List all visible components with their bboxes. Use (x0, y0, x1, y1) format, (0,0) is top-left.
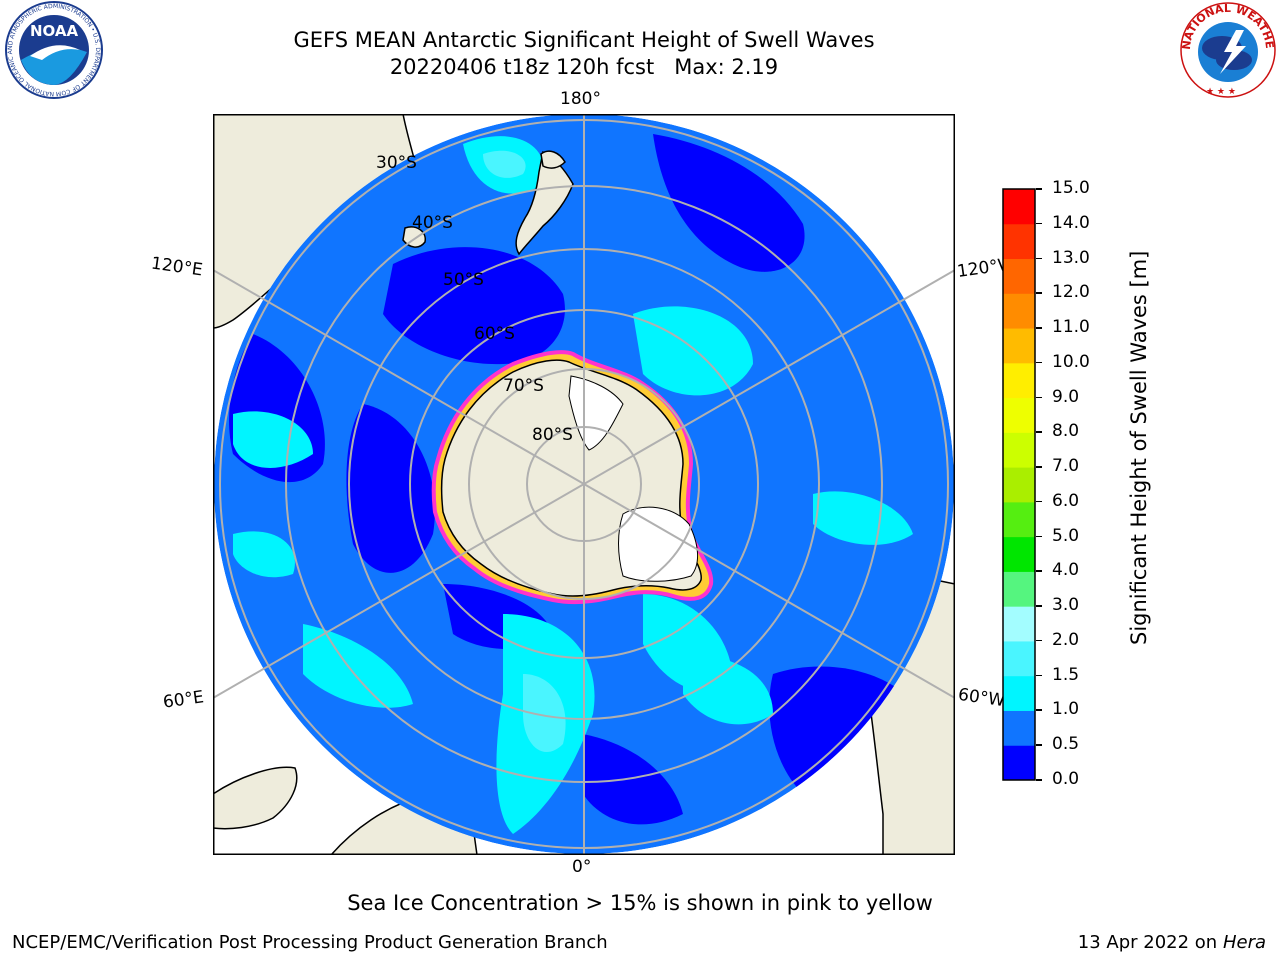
colorbar-tick-mark (1036, 396, 1042, 399)
ice-shelf-ross (568, 375, 624, 451)
colorbar-label: Significant Height of Swell Waves [m] (1127, 250, 1151, 645)
colorbar-tick-label: 5.0 (1052, 525, 1080, 546)
colorbar-tick-mark (1036, 709, 1042, 711)
ice-shelf-weddell (618, 506, 698, 582)
colorbar-tick-mark (1036, 188, 1042, 190)
colorbar-band (1003, 223, 1035, 260)
colorbar-band (1003, 606, 1035, 642)
map-title: GEFS MEAN Antarctic Significant Height o… (293, 28, 875, 52)
polar-map (213, 114, 955, 855)
colorbar-tick-label: 1.5 (1052, 664, 1080, 685)
land-madagascar (213, 766, 298, 830)
colorbar-band (1003, 397, 1035, 433)
colorbar-tick-label: 14.0 (1052, 212, 1090, 233)
colorbar-tick-mark (1036, 779, 1042, 781)
footer-date: 13 Apr 2022 on Hera (1078, 932, 1266, 953)
swell-high-areas (483, 150, 566, 753)
colorbar-tick-label: 6.0 (1052, 490, 1080, 511)
colorbar-tick-label: 13.0 (1052, 247, 1090, 268)
colorbar-tick-label: 4.0 (1052, 560, 1080, 581)
colorbar-band (1003, 536, 1035, 572)
colorbar-tick-label: 12.0 (1052, 282, 1090, 303)
colorbar-tick-label: 0.0 (1052, 769, 1080, 789)
lat-label-80s: 80°S (532, 425, 573, 445)
colorbar-tick-mark (1036, 222, 1042, 225)
map-subtitle: 20220406 t18z 120h fcst Max: 2.19 (389, 55, 779, 79)
land-new-zealand (515, 150, 574, 256)
lat-label-70s: 70°S (503, 376, 544, 396)
colorbar-frame (1002, 188, 1036, 781)
colorbar-tick-mark (1036, 639, 1042, 642)
colorbar-tick-mark (1036, 361, 1042, 364)
footer-date-text: 13 Apr 2022 on (1077, 932, 1218, 953)
colorbar-bands (1003, 189, 1035, 781)
colorbar-band (1003, 640, 1035, 677)
colorbar-tick-label: 10.0 (1052, 351, 1090, 372)
svg-text:★ ★ ★: ★ ★ ★ (1206, 87, 1236, 97)
colorbar-band (1003, 675, 1035, 711)
lat-label-60s: 60°S (474, 324, 515, 344)
colorbar-band (1003, 467, 1035, 503)
colorbar-tick-mark (1036, 570, 1042, 572)
lon-label-upper-left: 120°E (149, 253, 204, 281)
noaa-logo-text: NOAA (30, 22, 79, 40)
colorbar-tick-mark (1036, 257, 1042, 260)
map-frame (213, 114, 955, 855)
colorbar-tick-label: 11.0 (1052, 317, 1090, 338)
colorbar-tick-mark (1036, 500, 1042, 503)
colorbar-tick-mark (1036, 605, 1042, 607)
colorbar-tick-label: 8.0 (1052, 421, 1080, 442)
colorbar-band (1003, 328, 1035, 364)
colorbar-tick-label: 0.5 (1052, 734, 1080, 755)
footer-host: Hera (1222, 932, 1266, 953)
sea-ice-note: Sea Ice Concentration > 15% is shown in … (347, 891, 933, 915)
lat-label-40s: 40°S (412, 213, 453, 233)
meridian-60e-120w (213, 269, 955, 699)
colorbar-band (1003, 258, 1035, 294)
lat-label-30s: 30°S (376, 153, 417, 173)
colorbar-band (1003, 432, 1035, 468)
colorbar-tick-label: 3.0 (1052, 595, 1080, 616)
colorbar-band (1003, 293, 1035, 329)
colorbar-band (1003, 362, 1035, 399)
colorbar (1002, 188, 1036, 781)
colorbar-tick-label: 15.0 (1052, 178, 1090, 198)
colorbar-tick-label: 2.0 (1052, 629, 1080, 650)
colorbar-tick-mark (1036, 466, 1042, 468)
colorbar-tick-mark (1036, 327, 1042, 329)
footer-branch: NCEP/EMC/Verification Post Processing Pr… (12, 932, 608, 953)
land-new-zealand-north (540, 150, 566, 169)
lat-label-50s: 50°S (443, 270, 484, 290)
lon-label-lower-right: 60°W (956, 684, 1007, 712)
nws-logo: NATIONAL WEATHER SERVICE ★ ★ ★ (1176, 0, 1276, 98)
lon-label-bottom: 0° (572, 857, 592, 877)
colorbar-band (1003, 189, 1035, 225)
colorbar-tick-mark (1036, 535, 1042, 538)
graticule (213, 114, 955, 855)
colorbar-tick-label: 1.0 (1052, 699, 1080, 720)
colorbar-tick-mark (1036, 431, 1042, 433)
colorbar-band (1003, 745, 1035, 781)
colorbar-tick-label: 9.0 (1052, 386, 1080, 407)
colorbar-tick-mark (1036, 674, 1042, 677)
colorbar-tick-label: 7.0 (1052, 456, 1080, 477)
noaa-logo: NATIONAL OCEANIC AND ATMOSPHERIC ADMINIS… (0, 0, 103, 99)
colorbar-band (1003, 501, 1035, 538)
colorbar-tick-mark (1036, 744, 1042, 746)
colorbar-tick-mark (1036, 292, 1042, 294)
lon-label-top: 180° (560, 89, 601, 109)
lon-label-lower-left: 60°E (161, 687, 206, 713)
colorbar-band (1003, 571, 1035, 607)
colorbar-band (1003, 710, 1035, 746)
